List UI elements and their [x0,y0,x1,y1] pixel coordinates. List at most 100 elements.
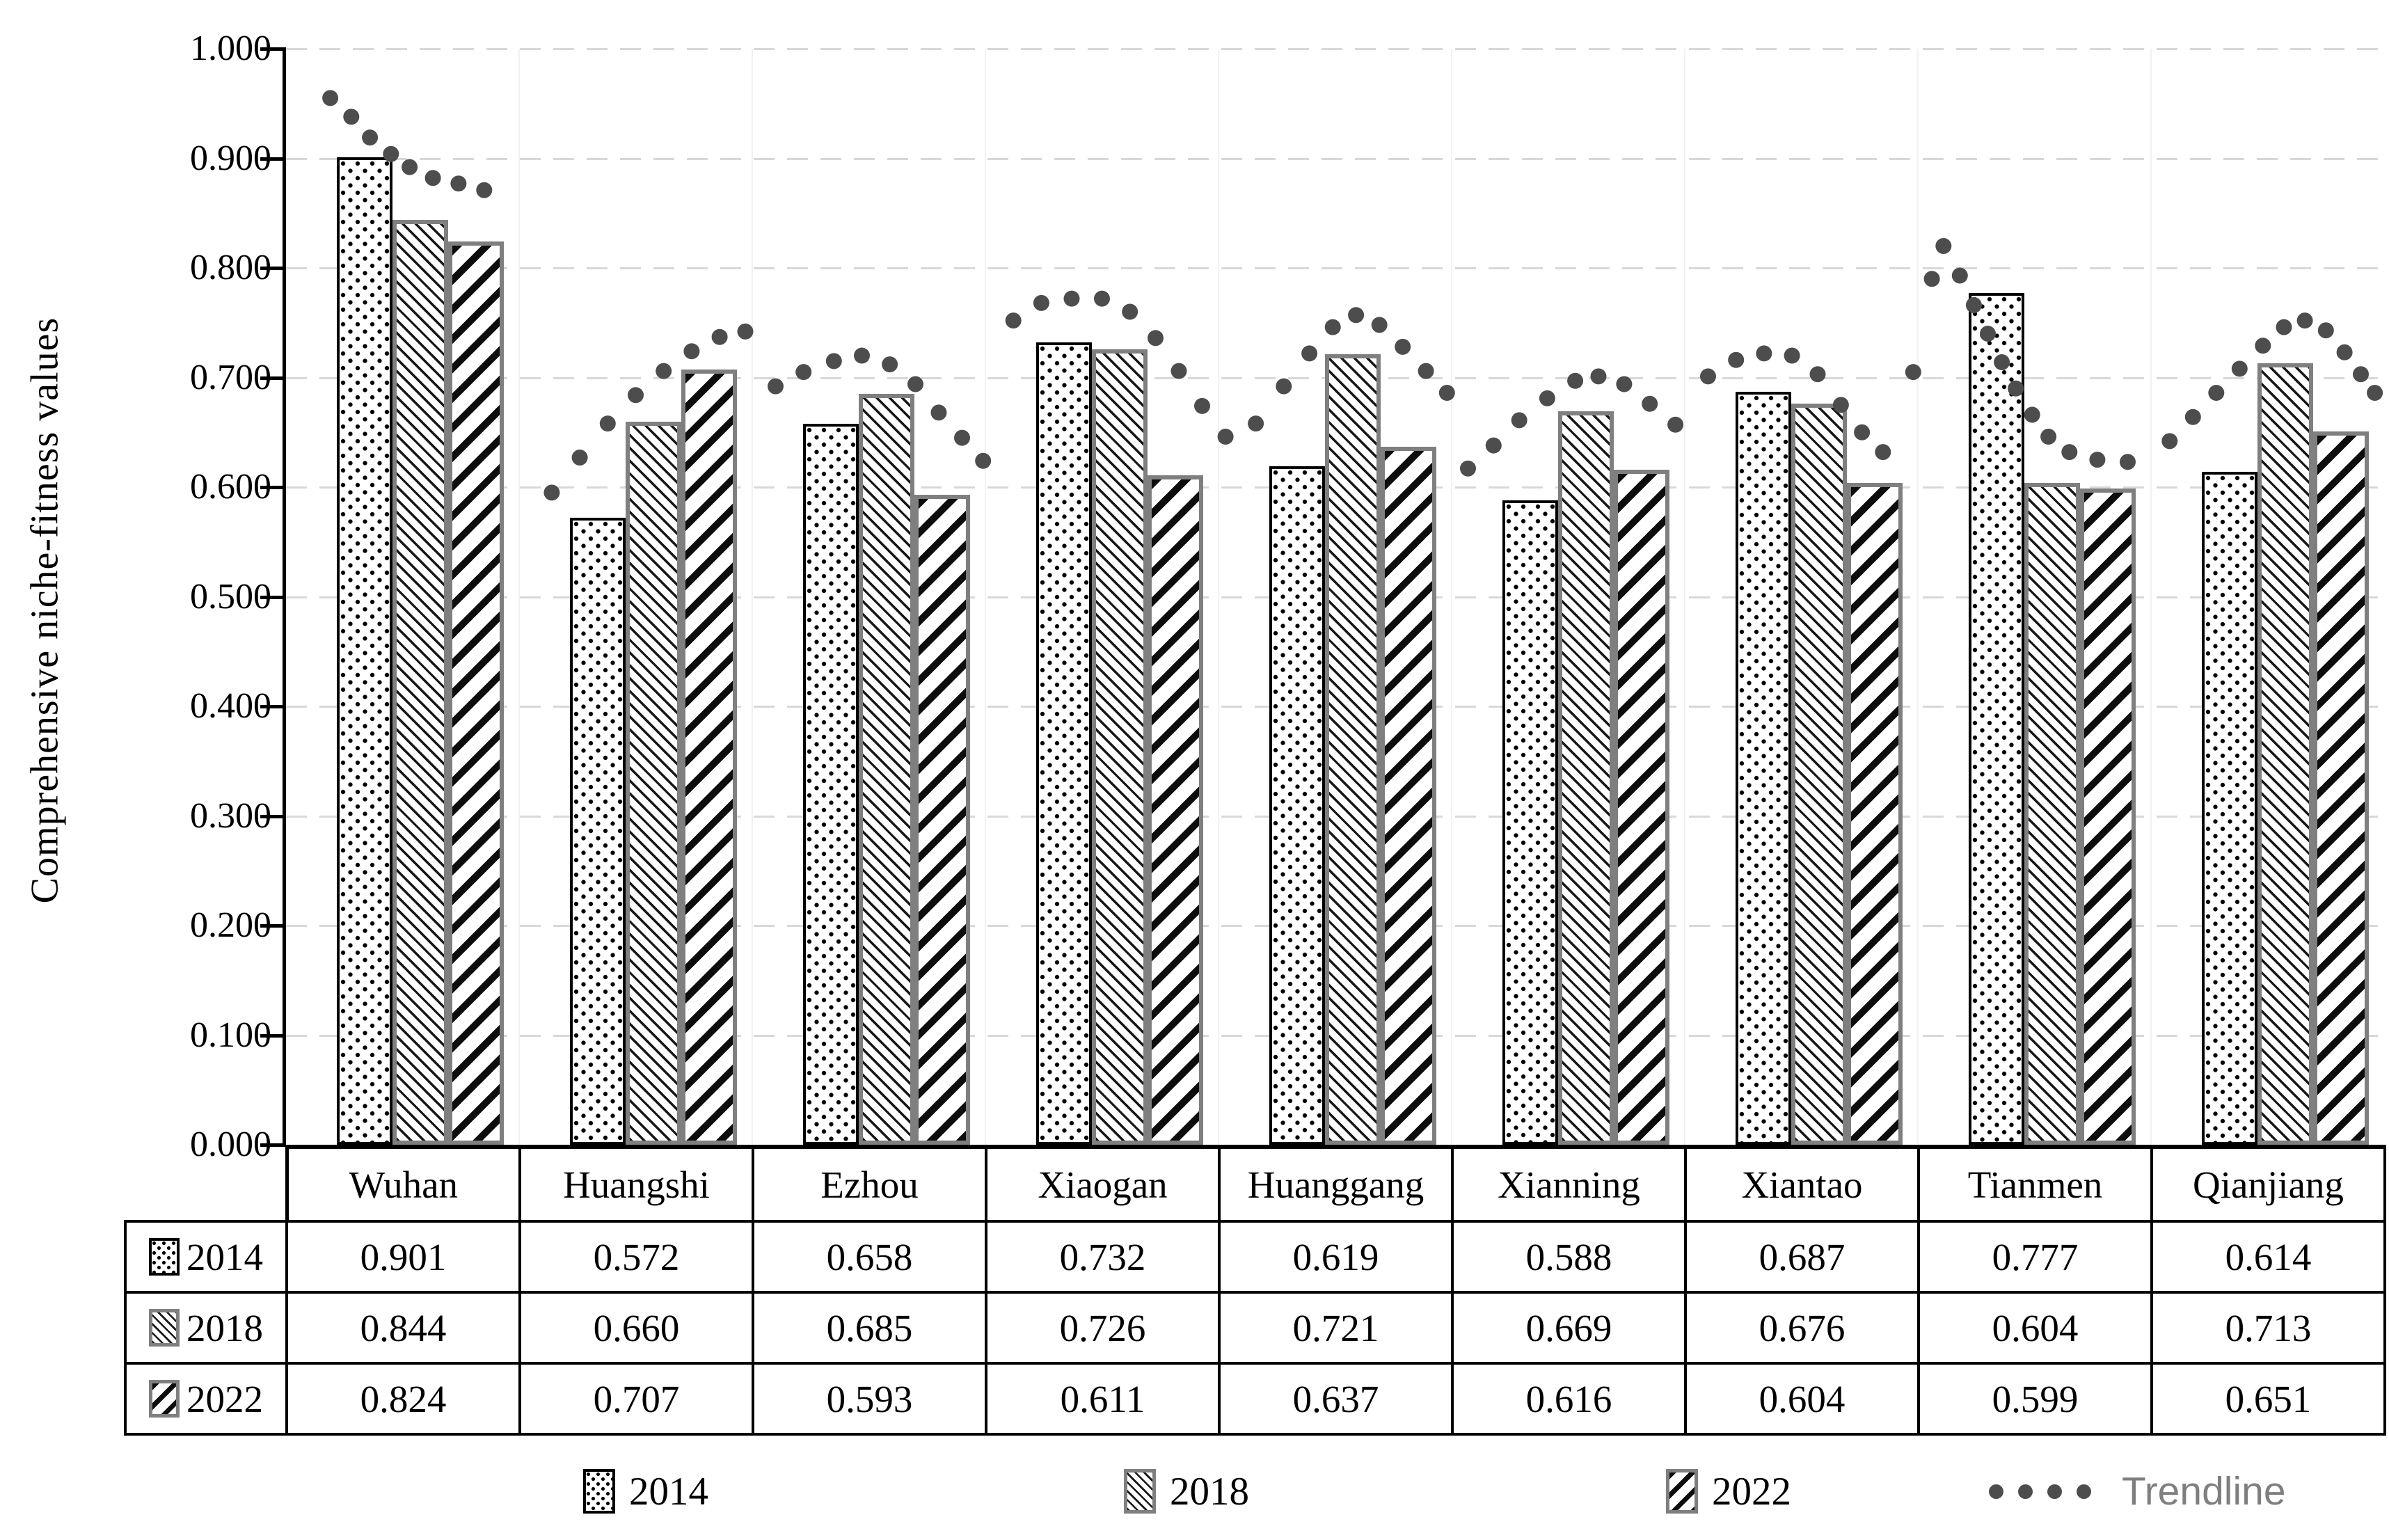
trend-dot [362,129,379,146]
trend-dot [2024,406,2040,423]
bar-2022-Xiaogan [1148,475,1203,1145]
legend-label: 2014 [629,1469,708,1514]
value-cell-2014-Xiantao: 0.687 [1684,1220,1920,1294]
trend-dot [1324,319,1341,335]
trend-dot [1276,378,1292,395]
value-cell-2014-Ezhou: 0.658 [752,1220,987,1294]
table-row: 2018 0.844 0.660 0.685 0.726 0.721 0.669 0.676 0… [124,1291,2386,1365]
trend-dot-icon [2018,1484,2033,1499]
category-separator-line [752,49,753,1145]
category-separator-line [2150,49,2152,1145]
trend-dot [975,452,992,469]
trend-dot [2276,319,2292,335]
bar-2014-Xiaogan [1036,342,1092,1145]
row-header-cell: 2022 [124,1362,288,1436]
bar-2018-Xiantao [1791,404,1847,1145]
category-separator-line [985,49,986,1145]
trend-dot [2161,433,2178,450]
trend-dot [1122,303,1138,320]
category-header-cell: Xianning [1451,1145,1687,1223]
trend-dot [2231,360,2248,377]
legend-label: Trendline [2122,1469,2286,1514]
row-header-label: 2014 [128,1235,284,1279]
trend-dot [1194,397,1210,414]
trend-dot [1539,390,1555,406]
trend-dot [424,170,441,186]
trend-dot [2040,429,2057,445]
trend-dot [322,90,339,106]
trend-dot [768,378,784,395]
y-tick-label: 0.200 [190,905,271,945]
y-tick-mark [260,486,285,489]
plot-area [286,48,2383,1145]
legend-swatch-2014-icon [583,1469,615,1514]
trend-dot [1460,460,1476,477]
row-year-label: 2014 [186,1235,263,1278]
legend-label: 2022 [1712,1469,1791,1514]
y-tick-label: 0.400 [190,686,271,726]
category-separator-line [518,49,520,1145]
trend-dot [599,415,616,432]
value-cell-2022-Xianning: 0.616 [1451,1362,1687,1436]
series-swatch-2018-icon [149,1309,180,1347]
trend-dot [1148,330,1164,347]
y-tick-mark [260,595,285,599]
series-swatch-2022-icon [149,1380,180,1418]
y-tick-mark [260,376,285,380]
trend-dot [1642,395,1658,412]
legend-item-2022: 2022 [1666,1460,1791,1523]
y-tick-mark [260,157,285,161]
value-cell-2018-Xiaogan: 0.726 [985,1291,1221,1365]
trend-dot [2089,452,2106,468]
trend-dot [1875,444,1891,461]
trend-dot [1217,429,1234,445]
value-cell-2022-Xiaogan: 0.611 [985,1362,1221,1436]
bar-2014-Xiantao [1736,391,1791,1145]
value-cell-2022-Wuhan: 0.824 [285,1362,521,1436]
value-cell-2018-Tianmen: 0.604 [1917,1291,2153,1365]
trend-dot [954,429,970,446]
bar-2022-Huangshi [681,370,737,1145]
category-separator-line [1684,49,1685,1145]
trend-dot [2353,366,2369,383]
bar-2014-Xianning [1502,500,1558,1145]
trend-dot [2317,322,2334,339]
trend-dot [450,175,467,192]
bar-2014-Wuhan [337,157,392,1145]
trend-dot [1728,351,1745,368]
trend-dot [2061,444,2078,461]
y-tick-label: 0.700 [190,357,271,397]
category-header-cell: Huangshi [518,1145,754,1223]
category-separator-line [1218,49,1219,1145]
trend-dot [1511,412,1527,429]
value-cell-2014-Huangshi: 0.572 [518,1220,754,1294]
bar-2018-Wuhan [392,219,448,1145]
bar-2018-Qianjiang [2257,363,2313,1145]
trend-dot [1371,317,1388,333]
legend-item-2018: 2018 [1124,1460,1249,1523]
value-cell-2014-Tianmen: 0.777 [1917,1220,2153,1294]
trend-dot [1438,385,1455,401]
legend-swatch-2018-icon [1124,1469,1156,1514]
value-cell-2018-Xianning: 0.669 [1451,1291,1687,1365]
trend-dot [2255,338,2271,354]
bar-2018-Huanggang [1325,354,1381,1145]
trend-dot [1094,290,1110,307]
bar-2022-Ezhou [914,495,970,1145]
row-header-label: 2022 [128,1377,284,1421]
value-cell-2022-Huanggang: 0.637 [1218,1362,1454,1436]
table-header-row: Wuhan Huangshi Ezhou Xiaogan Huanggang Xianni… [125,1145,2386,1223]
bar-2018-Tianmen [2024,482,2080,1145]
y-tick-label: 1.000 [190,29,271,68]
y-tick-label: 0.800 [190,248,271,287]
value-cell-2014-Xianning: 0.588 [1451,1220,1687,1294]
bar-2018-Xiaogan [1092,349,1148,1145]
legend-item-trendline: Trendline [1989,1460,2286,1523]
value-cell-2018-Xiantao: 0.676 [1684,1291,1920,1365]
y-tick-label: 0.600 [190,467,271,507]
category-separator-line [1451,49,1452,1145]
y-tick-mark [260,267,285,270]
trend-dot [343,109,360,125]
category-header-cell: Ezhou [752,1145,987,1223]
